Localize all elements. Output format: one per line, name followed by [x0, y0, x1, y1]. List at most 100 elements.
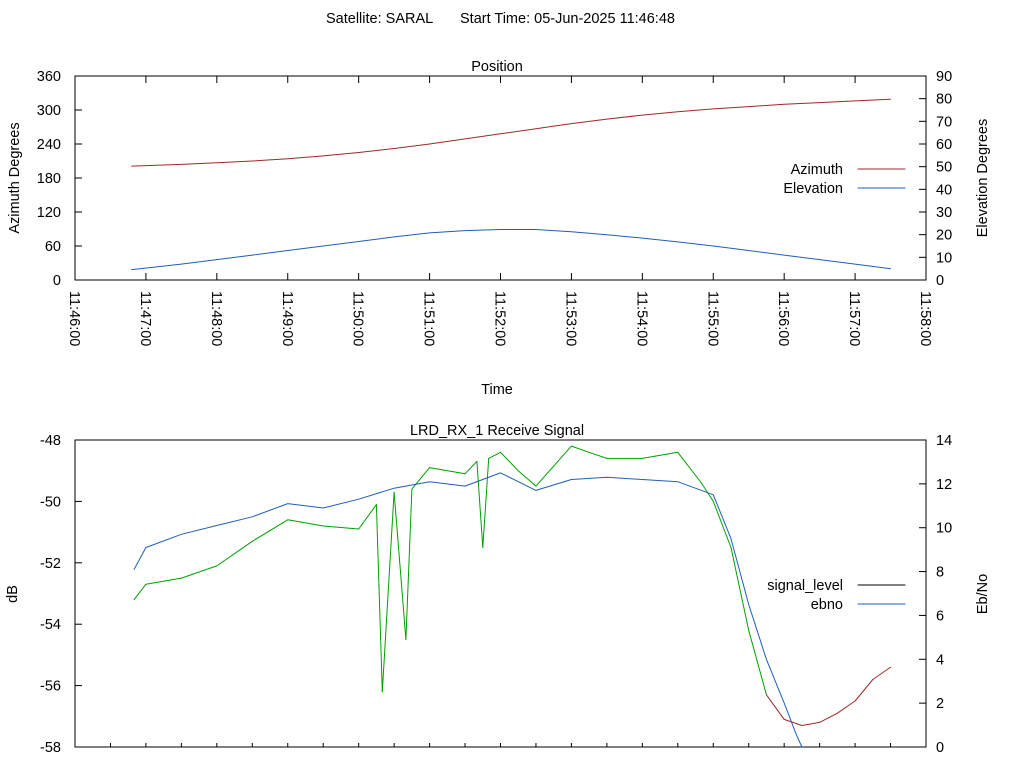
position-x-axis: 11:46:00 11:47:00 11:48:00 11:49:00 11:50:00…	[66, 76, 933, 346]
y-tick-label: 360	[37, 69, 61, 85]
y2-tick-label: 14	[936, 433, 952, 449]
y2-tick-label: 6	[936, 608, 944, 624]
elevation-line	[131, 229, 891, 271]
y2-tick-label: 10	[936, 521, 952, 537]
position-y2-axis: 0 10 20 30 40 50 60 70 80 90	[919, 69, 952, 289]
y2-tick-label: 40	[936, 182, 952, 198]
x-tick-label: 11:52:00	[492, 291, 508, 346]
y-tick-label: -58	[40, 740, 61, 756]
y-tick-label: -56	[40, 679, 61, 695]
y-tick-label: -48	[40, 433, 61, 449]
x-tick-label: 11:49:00	[279, 291, 295, 346]
y2-tick-label: 8	[936, 565, 944, 581]
y-tick-label: 180	[37, 171, 61, 187]
signal-level-segment	[854, 679, 874, 702]
position-y-axis: 0 60 120 180 240 300 360	[37, 69, 82, 289]
signal-level-segment	[322, 525, 360, 530]
y-tick-label: 0	[53, 273, 61, 289]
signal-level-segment	[287, 519, 324, 527]
signal-y2-axis: 0 2 4 6 8 10 12 14	[919, 433, 952, 756]
signal-level-segment	[641, 451, 679, 459]
legend-label-elevation: Elevation	[783, 181, 843, 197]
signal-y-axis: -58 -56 -54 -52 -50 -48	[40, 433, 82, 756]
position-plot-frame	[74, 75, 927, 281]
signal-level-segment	[730, 547, 750, 631]
x-tick-label: 11:47:00	[137, 291, 153, 346]
signal-level-segment	[872, 666, 891, 680]
y-tick-label: 240	[37, 137, 61, 153]
position-y-axis-label: Azimuth Degrees	[7, 122, 23, 233]
header-start-time: Start Time: 05-Jun-2025 11:46:48	[460, 11, 675, 27]
signal-y-axis-label: dB	[5, 585, 21, 603]
signal-level-segment	[482, 457, 490, 548]
signal-level-segment	[464, 461, 478, 475]
y2-tick-label: 4	[936, 652, 944, 668]
y-tick-label: 120	[37, 205, 61, 221]
signal-level-segment	[488, 451, 501, 459]
y2-tick-label: 60	[936, 137, 952, 153]
signal-level-segment	[411, 467, 431, 490]
signal-level-segment	[535, 445, 572, 487]
y2-tick-label: 80	[936, 92, 952, 108]
signal-level-segment	[145, 577, 182, 585]
signal-level-segment	[393, 491, 407, 640]
y2-tick-label: 0	[936, 273, 944, 289]
x-tick-label: 11:54:00	[633, 291, 649, 346]
position-chart: Position 0 60 120 180 240 300 360 0 10 20 30 40 50 6…	[7, 59, 991, 398]
signal-level-segment	[429, 467, 466, 475]
signal-level-segment	[180, 565, 218, 579]
signal-level-segment	[251, 519, 289, 542]
x-tick-label: 11:55:00	[704, 291, 720, 346]
signal-level-segment	[712, 500, 732, 548]
ebno-line	[133, 472, 803, 748]
y-tick-label: -54	[40, 617, 61, 633]
position-series-group	[131, 98, 891, 271]
x-tick-label: 11:51:00	[421, 291, 437, 346]
position-y2-axis-label: Elevation Degrees	[975, 119, 991, 238]
legend-label-azimuth: Azimuth	[791, 162, 843, 178]
y2-tick-label: 90	[936, 69, 952, 85]
signal-level-segment	[517, 470, 537, 487]
y-tick-label: -50	[40, 494, 61, 510]
signal-level-segment	[836, 700, 856, 714]
signal-chart: LRD_RX_1 Receive Signal -58-56-54-52-50-…	[5, 423, 991, 756]
signal-series-group	[133, 445, 891, 748]
signal-x-axis	[74, 743, 927, 747]
signal-level-segment	[588, 451, 608, 459]
signal-level-segment	[381, 491, 395, 693]
signal-level-segment	[216, 540, 253, 567]
y2-tick-label: 30	[936, 205, 952, 221]
y-tick-label: 300	[37, 103, 61, 119]
y2-tick-label: 50	[936, 160, 952, 176]
y-tick-label: 60	[45, 239, 61, 255]
x-tick-label: 11:53:00	[562, 291, 578, 346]
signal-chart-title: LRD_RX_1 Receive Signal	[410, 423, 584, 439]
x-tick-label: 11:56:00	[775, 291, 791, 346]
signal-level-segment	[133, 583, 147, 601]
header-satellite: Satellite: SARAL	[326, 11, 433, 27]
azimuth-line	[131, 98, 891, 167]
signal-level-segment	[570, 445, 590, 453]
signal-level-segment	[819, 712, 838, 723]
y2-tick-label: 2	[936, 696, 944, 712]
position-legend: Azimuth Elevation	[783, 162, 906, 197]
y2-tick-label: 12	[936, 477, 952, 493]
signal-level-segment	[801, 721, 821, 726]
x-tick-label: 11:57:00	[846, 291, 862, 346]
y2-tick-label: 20	[936, 228, 952, 244]
signal-level-segment	[765, 694, 785, 720]
signal-level-segment	[375, 504, 383, 693]
legend-label-signal-level: signal_level	[767, 578, 843, 594]
signal-level-segment	[500, 451, 519, 472]
position-x-axis-label: Time	[481, 382, 513, 398]
signal-level-segment	[476, 461, 484, 548]
signal-level-segment	[358, 504, 377, 530]
y2-tick-label: 0	[936, 740, 944, 756]
x-tick-label: 11:46:00	[66, 291, 82, 346]
signal-level-segment	[405, 488, 413, 640]
x-tick-label: 11:58:00	[917, 291, 933, 346]
signal-y2-axis-label: Eb/No	[975, 574, 991, 614]
x-tick-label: 11:50:00	[350, 291, 366, 346]
signal-level-segment	[748, 629, 767, 696]
